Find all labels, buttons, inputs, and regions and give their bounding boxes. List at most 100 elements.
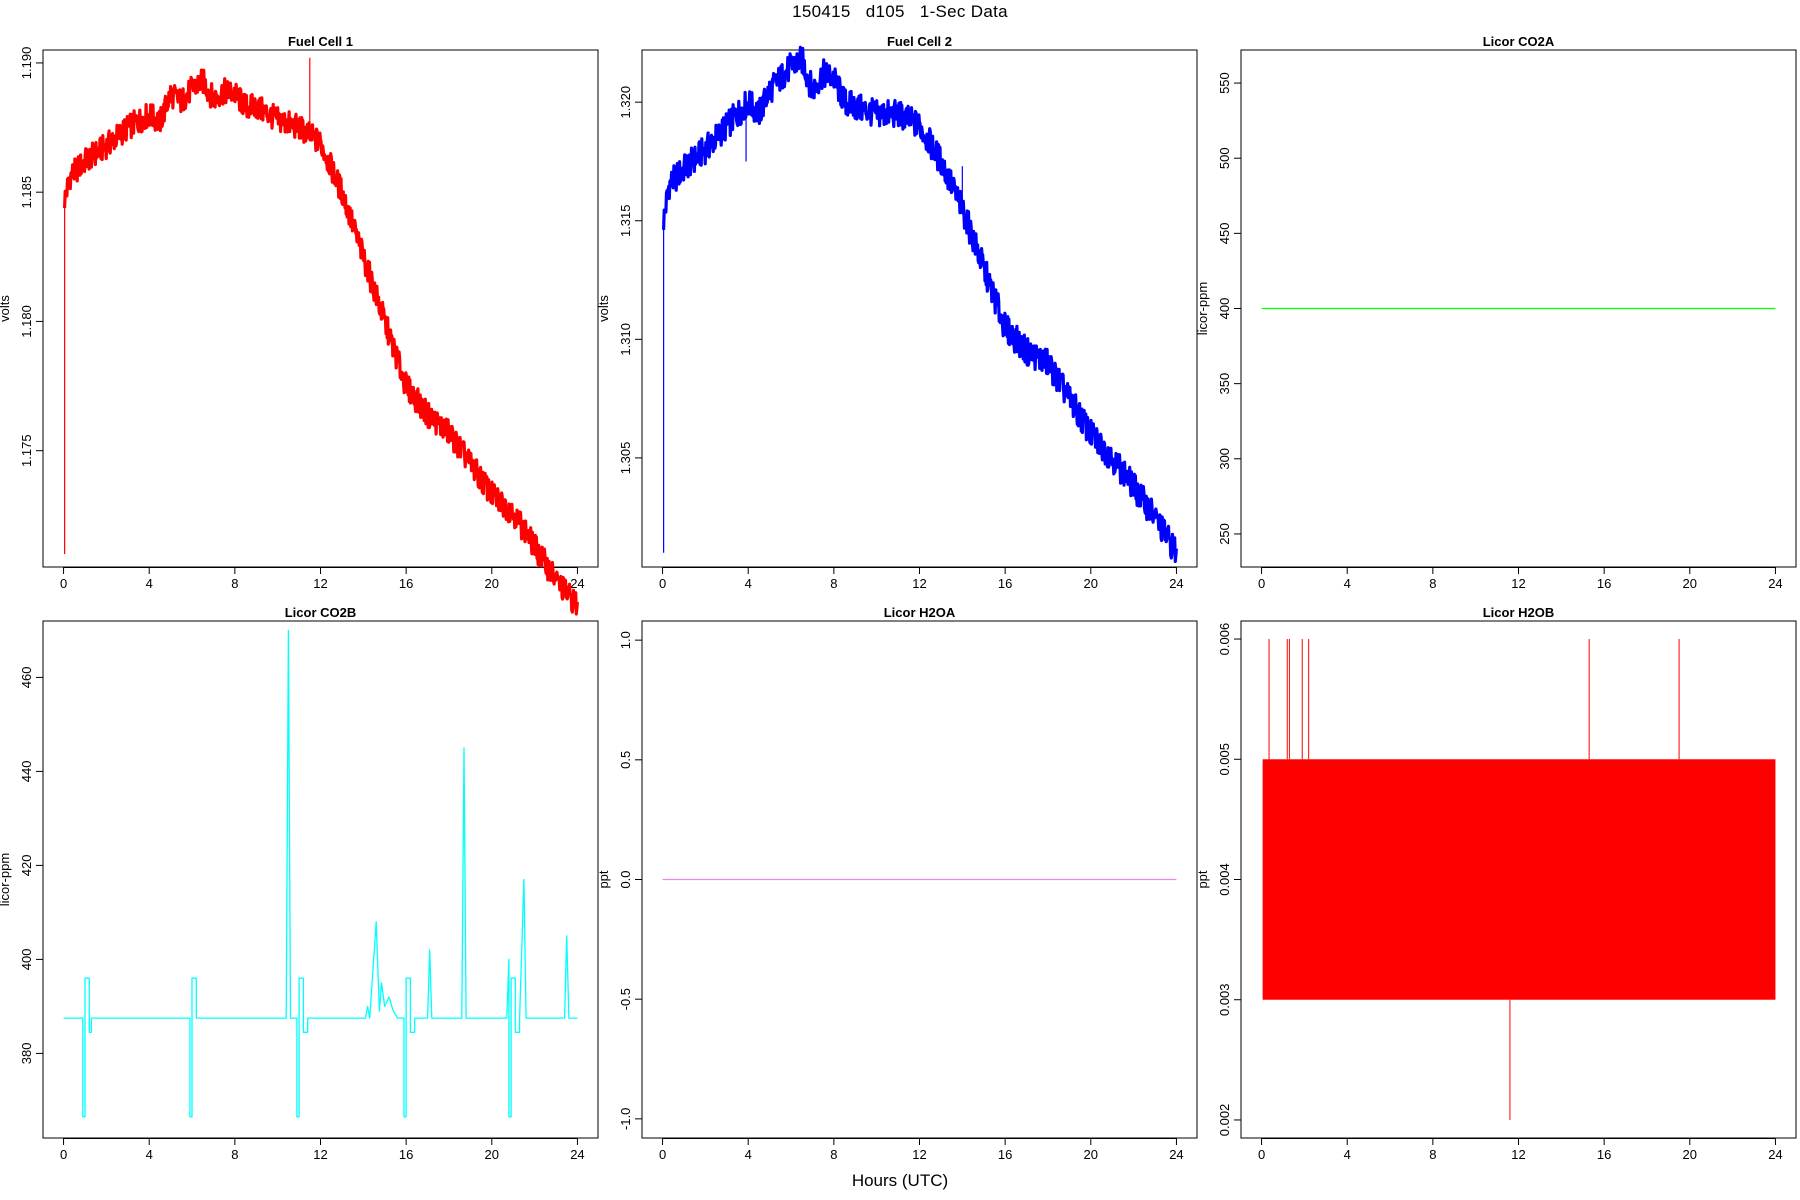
x-axis-caption: Hours (UTC): [851, 1171, 949, 1190]
y-axis: 250 300 350 400 450 500 550: [1217, 72, 1241, 545]
y-tick-label: 0.005: [1217, 743, 1232, 776]
x-axis: 0 4 8 12 16 20 24: [60, 567, 585, 591]
x-tick-label: 20: [485, 576, 499, 591]
figure-title: 150415 d105 1-Sec Data: [792, 2, 1008, 21]
y-tick-label: 400: [19, 949, 34, 971]
x-tick-label: 8: [830, 576, 837, 591]
data-layer: [63, 57, 579, 616]
y-tick-label: -1.0: [618, 1108, 633, 1130]
y-tick-label: 400: [1217, 298, 1232, 320]
x-tick-label: 12: [1511, 1147, 1525, 1162]
x-tick-label: 0: [60, 576, 67, 591]
panel-title: Licor H2OB: [1483, 605, 1555, 620]
panel-title: Licor CO2A: [1483, 34, 1555, 49]
y-axis: -1.0 -0.5 0.0 0.5 1.0: [618, 631, 642, 1130]
y-tick-label: 440: [19, 761, 34, 783]
x-tick-label: 4: [1344, 576, 1351, 591]
y-axis-label: ppt: [596, 870, 611, 888]
x-tick-label: 12: [313, 576, 327, 591]
y-axis: 1.305 1.310 1.315 1.320: [618, 86, 642, 474]
y-axis-label: volts: [596, 295, 611, 322]
y-axis: 1.175 1.180 1.185 1.190: [19, 47, 43, 467]
panel-title: Licor H2OA: [884, 605, 956, 620]
x-tick-label: 20: [1683, 1147, 1697, 1162]
x-tick-label: 12: [313, 1147, 327, 1162]
x-tick-label: 16: [399, 1147, 413, 1162]
y-tick-label: 1.305: [618, 442, 633, 475]
x-tick-label: 0: [1258, 576, 1265, 591]
x-tick-label: 0: [1258, 1147, 1265, 1162]
data-band: [1262, 759, 1776, 1000]
data-series-line: [63, 68, 579, 616]
y-tick-label: 0.006: [1217, 623, 1232, 656]
x-tick-label: 12: [912, 1147, 926, 1162]
x-tick-label: 24: [1768, 1147, 1782, 1162]
chart-panel: Licor H2OB ppt 0 4 8 12 16 20 24 0.002 0.003 0.004 0…: [1195, 605, 1797, 1162]
y-tick-label: 350: [1217, 373, 1232, 395]
panel-title: Licor CO2B: [285, 605, 357, 620]
data-layer: [1262, 639, 1776, 1120]
data-series-line: [63, 629, 578, 1118]
plot-frame: [42, 620, 599, 1139]
y-axis-label: ppt: [1195, 870, 1210, 888]
x-tick-label: 4: [146, 576, 153, 591]
data-layer: [63, 629, 578, 1118]
x-tick-label: 8: [231, 576, 238, 591]
x-tick-label: 4: [745, 1147, 752, 1162]
x-tick-label: 0: [659, 576, 666, 591]
x-tick-label: 16: [1597, 1147, 1611, 1162]
y-tick-label: 1.180: [19, 305, 34, 338]
chart-panel: Licor CO2A licor-ppm 0 4 8 12 16 20 24 250 300 350 4…: [1195, 34, 1797, 591]
y-tick-label: 380: [19, 1043, 34, 1065]
y-axis-label: volts: [0, 295, 12, 322]
panel-title: Fuel Cell 2: [887, 34, 952, 49]
y-tick-label: 0.5: [618, 751, 633, 769]
y-tick-label: 460: [19, 667, 34, 689]
y-tick-label: 1.190: [19, 47, 34, 80]
x-tick-label: 8: [1429, 576, 1436, 591]
x-tick-label: 12: [912, 576, 926, 591]
data-series-line: [662, 45, 1178, 564]
y-tick-label: 1.0: [618, 631, 633, 649]
x-tick-label: 24: [570, 1147, 584, 1162]
x-axis: 0 4 8 12 16 20 24: [60, 1138, 585, 1162]
x-tick-label: 16: [998, 1147, 1012, 1162]
y-tick-label: 500: [1217, 147, 1232, 169]
x-tick-label: 8: [830, 1147, 837, 1162]
x-tick-label: 24: [1768, 576, 1782, 591]
x-axis: 0 4 8 12 16 20 24: [659, 1138, 1184, 1162]
y-tick-label: 0.002: [1217, 1104, 1232, 1137]
y-tick-label: 1.185: [19, 176, 34, 209]
y-tick-label: 1.310: [618, 323, 633, 356]
y-tick-label: 550: [1217, 72, 1232, 94]
y-tick-label: -0.5: [618, 988, 633, 1010]
x-tick-label: 4: [146, 1147, 153, 1162]
x-tick-label: 24: [570, 576, 584, 591]
chart-panel: Licor H2OA ppt 0 4 8 12 16 20 24 -1.0 -0.5 0.0 0.5 1.…: [596, 605, 1198, 1162]
x-tick-label: 24: [1169, 1147, 1183, 1162]
x-tick-label: 20: [485, 1147, 499, 1162]
y-tick-label: 0.0: [618, 870, 633, 888]
x-tick-label: 24: [1169, 576, 1183, 591]
y-axis: 380 400 420 440 460: [19, 667, 43, 1065]
data-layer: [662, 45, 1178, 564]
y-tick-label: 1.320: [618, 86, 633, 119]
x-tick-label: 0: [659, 1147, 666, 1162]
y-tick-label: 0.004: [1217, 863, 1232, 896]
y-tick-label: 300: [1217, 448, 1232, 470]
y-tick-label: 250: [1217, 523, 1232, 545]
x-axis: 0 4 8 12 16 20 24: [1258, 567, 1783, 591]
x-tick-label: 4: [1344, 1147, 1351, 1162]
y-axis-label: licor-ppm: [0, 853, 12, 906]
x-tick-label: 8: [1429, 1147, 1436, 1162]
x-tick-label: 16: [1597, 576, 1611, 591]
y-tick-label: 420: [19, 855, 34, 877]
y-tick-label: 0.003: [1217, 983, 1232, 1016]
x-tick-label: 16: [998, 576, 1012, 591]
x-tick-label: 12: [1511, 576, 1525, 591]
panel-title: Fuel Cell 1: [288, 34, 353, 49]
chart-panel: Licor CO2B licor-ppm 0 4 8 12 16 20 24 380 400 420 4…: [0, 605, 599, 1162]
